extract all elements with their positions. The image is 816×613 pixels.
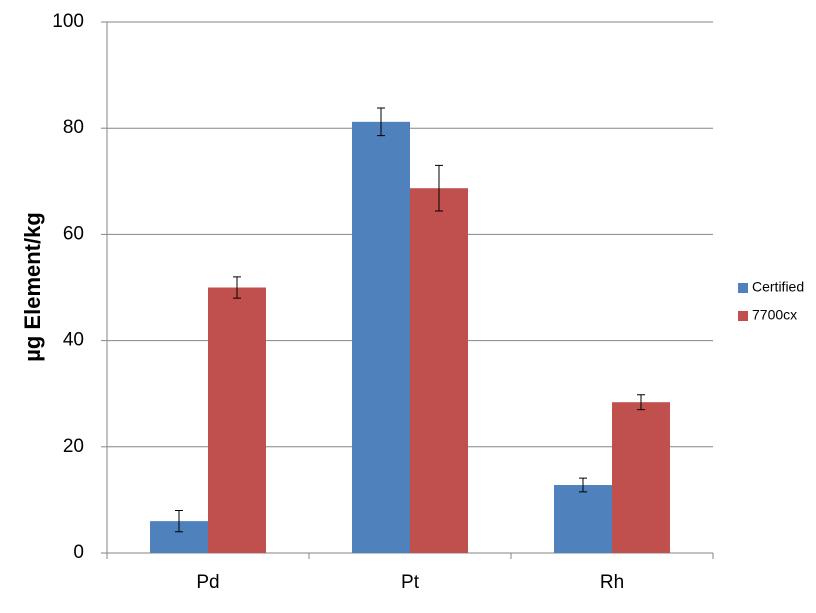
y-tick-label: 20 [63,436,84,457]
y-axis-label: µg Element/kg [20,212,45,362]
legend-swatch [738,283,748,293]
y-tick-label: 100 [52,11,84,32]
error-bar [377,107,385,137]
error-bar [637,394,645,411]
y-tick-label: 60 [63,223,84,244]
bar [410,188,468,553]
bar [554,485,612,553]
legend-label: 7700cx [752,307,797,323]
x-tick-label: Pd [196,572,219,593]
bar [208,287,266,553]
x-tick-label: Pt [401,572,420,593]
x-tick-label: Rh [600,572,624,593]
y-tick-label: 0 [73,542,84,563]
legend-label: Certified [752,279,804,295]
y-tick-label: 40 [63,330,84,351]
legend-swatch [738,311,748,321]
bar [612,402,670,553]
error-bar [233,276,241,299]
error-bar [435,164,443,212]
bar [352,121,410,553]
y-tick-label: 80 [63,117,84,138]
error-bar [175,510,183,533]
error-bar [579,477,587,493]
